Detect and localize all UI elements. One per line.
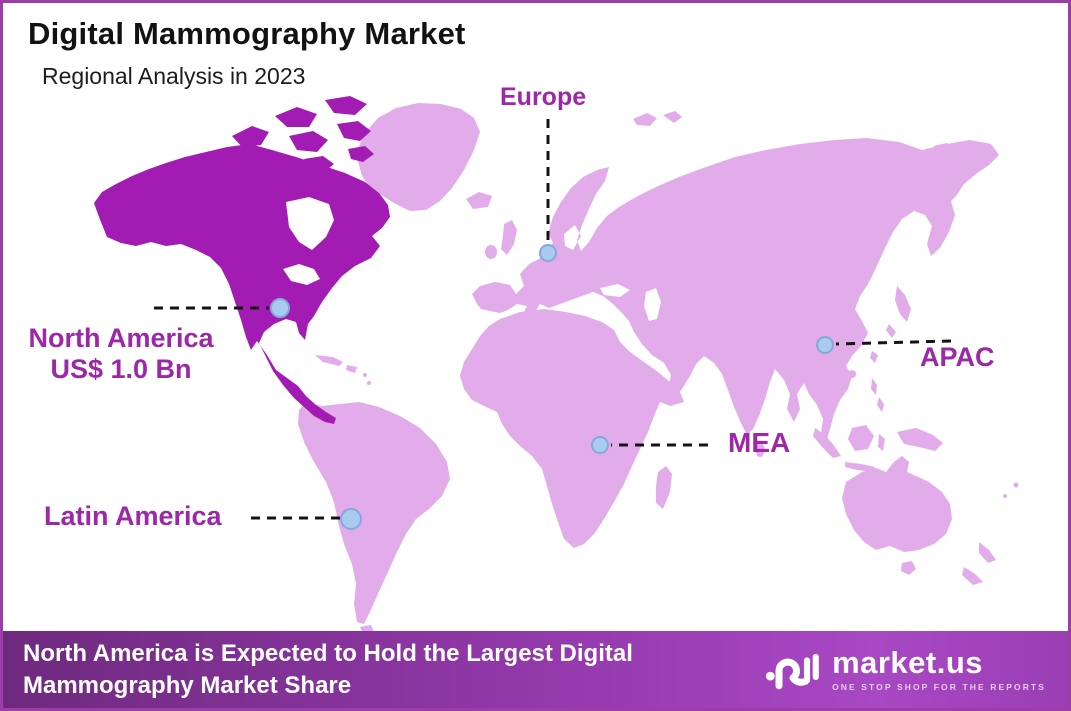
apac-marker [816,336,834,354]
madagascar [656,466,672,509]
region-markers [270,244,834,530]
cuba [315,355,343,366]
japan [895,286,911,322]
ireland [485,245,497,259]
europe-label: Europe [500,83,587,111]
latin-america-marker [340,508,362,530]
uk [501,220,517,255]
continent-oceania [813,425,1019,585]
continent-eurasia [472,138,999,442]
brand-text: market.us ONE STOP SHOP FOR THE REPORTS [832,647,1046,692]
north-america-value: US$ 1.0 Bn [50,354,192,384]
north-america-marker [270,298,290,318]
footer-banner: North America is Expected to Hold the La… [3,631,1068,708]
mea-label: MEA [728,427,791,458]
market-us-logo-icon [765,653,819,689]
leader-lines [154,119,952,520]
iceland [466,192,492,209]
region-north-america [94,144,390,424]
taiwan [870,351,878,363]
hainan [848,370,856,378]
brand-tagline: ONE STOP SHOP FOR THE REPORTS [832,682,1046,692]
continent-africa [460,309,684,548]
mea-marker [591,436,609,454]
apac-leader-line [835,339,952,346]
page-subtitle: Regional Analysis in 2023 [42,63,306,89]
latin-america-label: Latin America [44,501,222,531]
page-title: Digital Mammography Market [28,16,466,51]
north-america-label-name: North America [28,323,214,353]
north-america-label: North America US$ 1.0 Bn [15,323,227,385]
brand-logo: market.us ONE STOP SHOP FOR THE REPORTS [765,647,1046,693]
brand-name: market.us [832,645,984,680]
islands-light [315,103,953,634]
apac-label: APAC [920,342,995,372]
greenland [356,103,480,211]
footer-headline: North America is Expected to Hold the La… [23,639,633,699]
continent-south-america [298,402,450,624]
europe-marker [539,244,557,262]
philippines [871,378,877,395]
arctic-islands [232,96,374,173]
sri-lanka [755,443,765,457]
world-map [94,96,1019,634]
svalbard [633,113,657,126]
hispaniola [346,365,357,373]
